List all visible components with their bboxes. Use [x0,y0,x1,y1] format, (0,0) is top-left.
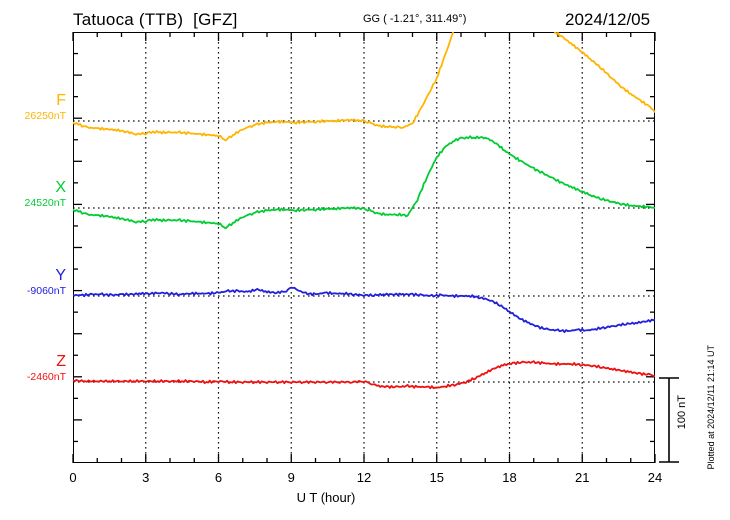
x-axis-label: U T (hour) [0,490,730,505]
plotted-timestamp: Plotted at 2024/12/11 21:14 UT [706,345,716,470]
x-tick-label: 15 [429,470,444,485]
geographic-coordinates: GG ( -1.21°, 311.49°) [363,13,467,25]
trace-layer [73,32,655,390]
component-baseline-z: -2460nT [26,371,66,383]
component-baseline-x: 24520nT [24,197,66,209]
component-name-z: Z [56,353,66,370]
component-baseline-y: -9060nT [26,285,66,297]
observation-date: 2024/12/05 [565,10,651,29]
scale-bar [659,377,679,463]
scale-bar-label: 100 nT [676,395,688,430]
x-tick-label: 21 [575,470,590,485]
x-tick-label: 0 [69,470,77,485]
component-label-y: Y -9060nT [6,267,66,297]
x-axis-label-text: U T (hour) [296,490,356,505]
component-name-y: Y [55,267,66,284]
component-label-f: F 26250nT [6,92,66,122]
x-tick-label: 24 [647,470,663,485]
plot-area [72,32,656,463]
component-name-f: F [56,92,66,109]
component-baseline-f: 26250nT [24,110,66,122]
x-tick-label: 3 [142,470,150,485]
x-tick-label: 18 [502,470,517,485]
x-tick-label: 6 [214,470,223,485]
page-title: Tatuoca (TTB) [GFZ] [73,10,238,29]
x-tick-label: 9 [287,470,295,485]
x-tick-label: 12 [356,470,372,485]
component-name-x: X [55,179,66,196]
component-label-x: X 24520nT [6,179,66,209]
component-label-z: Z -2460nT [6,353,66,383]
